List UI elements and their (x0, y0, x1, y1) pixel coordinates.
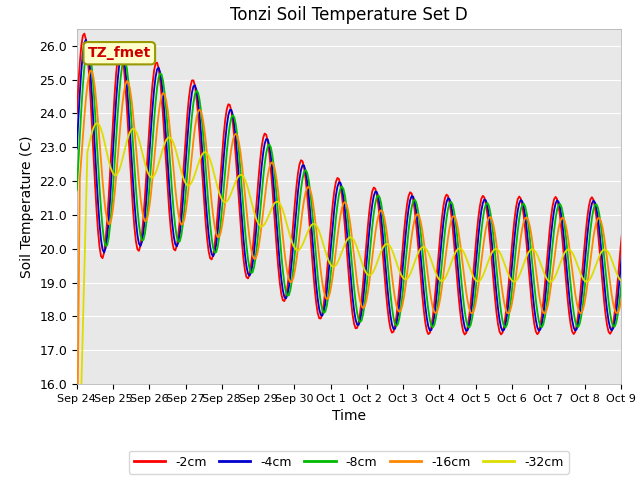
-8cm (73, 187, 81, 193)
-8cm (113, 134, 120, 140)
-8cm (373, 194, 381, 200)
Y-axis label: Soil Temperature (C): Soil Temperature (C) (20, 135, 34, 277)
-8cm (490, 234, 497, 240)
-32cm (93, 120, 100, 126)
-16cm (575, 307, 582, 312)
-32cm (373, 261, 381, 266)
-4cm (576, 310, 584, 316)
-2cm (461, 332, 468, 337)
-32cm (113, 172, 120, 178)
-2cm (73, 110, 81, 116)
-32cm (575, 265, 582, 271)
-16cm (373, 220, 381, 226)
-4cm (113, 96, 120, 102)
Line: -4cm: -4cm (77, 40, 640, 331)
-16cm (488, 216, 496, 222)
-8cm (465, 324, 473, 330)
-8cm (94, 160, 102, 166)
-4cm (373, 189, 381, 195)
Title: Tonzi Soil Temperature Set D: Tonzi Soil Temperature Set D (230, 6, 468, 24)
Text: TZ_fmet: TZ_fmet (88, 46, 151, 60)
Line: -8cm: -8cm (77, 47, 640, 327)
-2cm (576, 297, 584, 302)
-32cm (488, 250, 496, 255)
-2cm (94, 228, 102, 234)
X-axis label: Time: Time (332, 409, 366, 423)
Line: -2cm: -2cm (77, 34, 640, 335)
Line: -16cm: -16cm (77, 71, 640, 480)
-4cm (82, 37, 90, 43)
-4cm (490, 258, 497, 264)
-16cm (94, 119, 102, 124)
-2cm (490, 278, 497, 284)
-16cm (113, 173, 120, 179)
-8cm (576, 321, 584, 326)
-4cm (73, 145, 81, 151)
-2cm (81, 31, 88, 36)
-2cm (113, 70, 120, 76)
-32cm (94, 120, 102, 126)
-2cm (373, 192, 381, 197)
Legend: -2cm, -4cm, -8cm, -16cm, -32cm: -2cm, -4cm, -8cm, -16cm, -32cm (129, 451, 568, 474)
-8cm (84, 44, 92, 50)
-4cm (94, 200, 102, 205)
Line: -32cm: -32cm (77, 123, 640, 480)
-4cm (462, 328, 470, 334)
-16cm (86, 68, 94, 73)
